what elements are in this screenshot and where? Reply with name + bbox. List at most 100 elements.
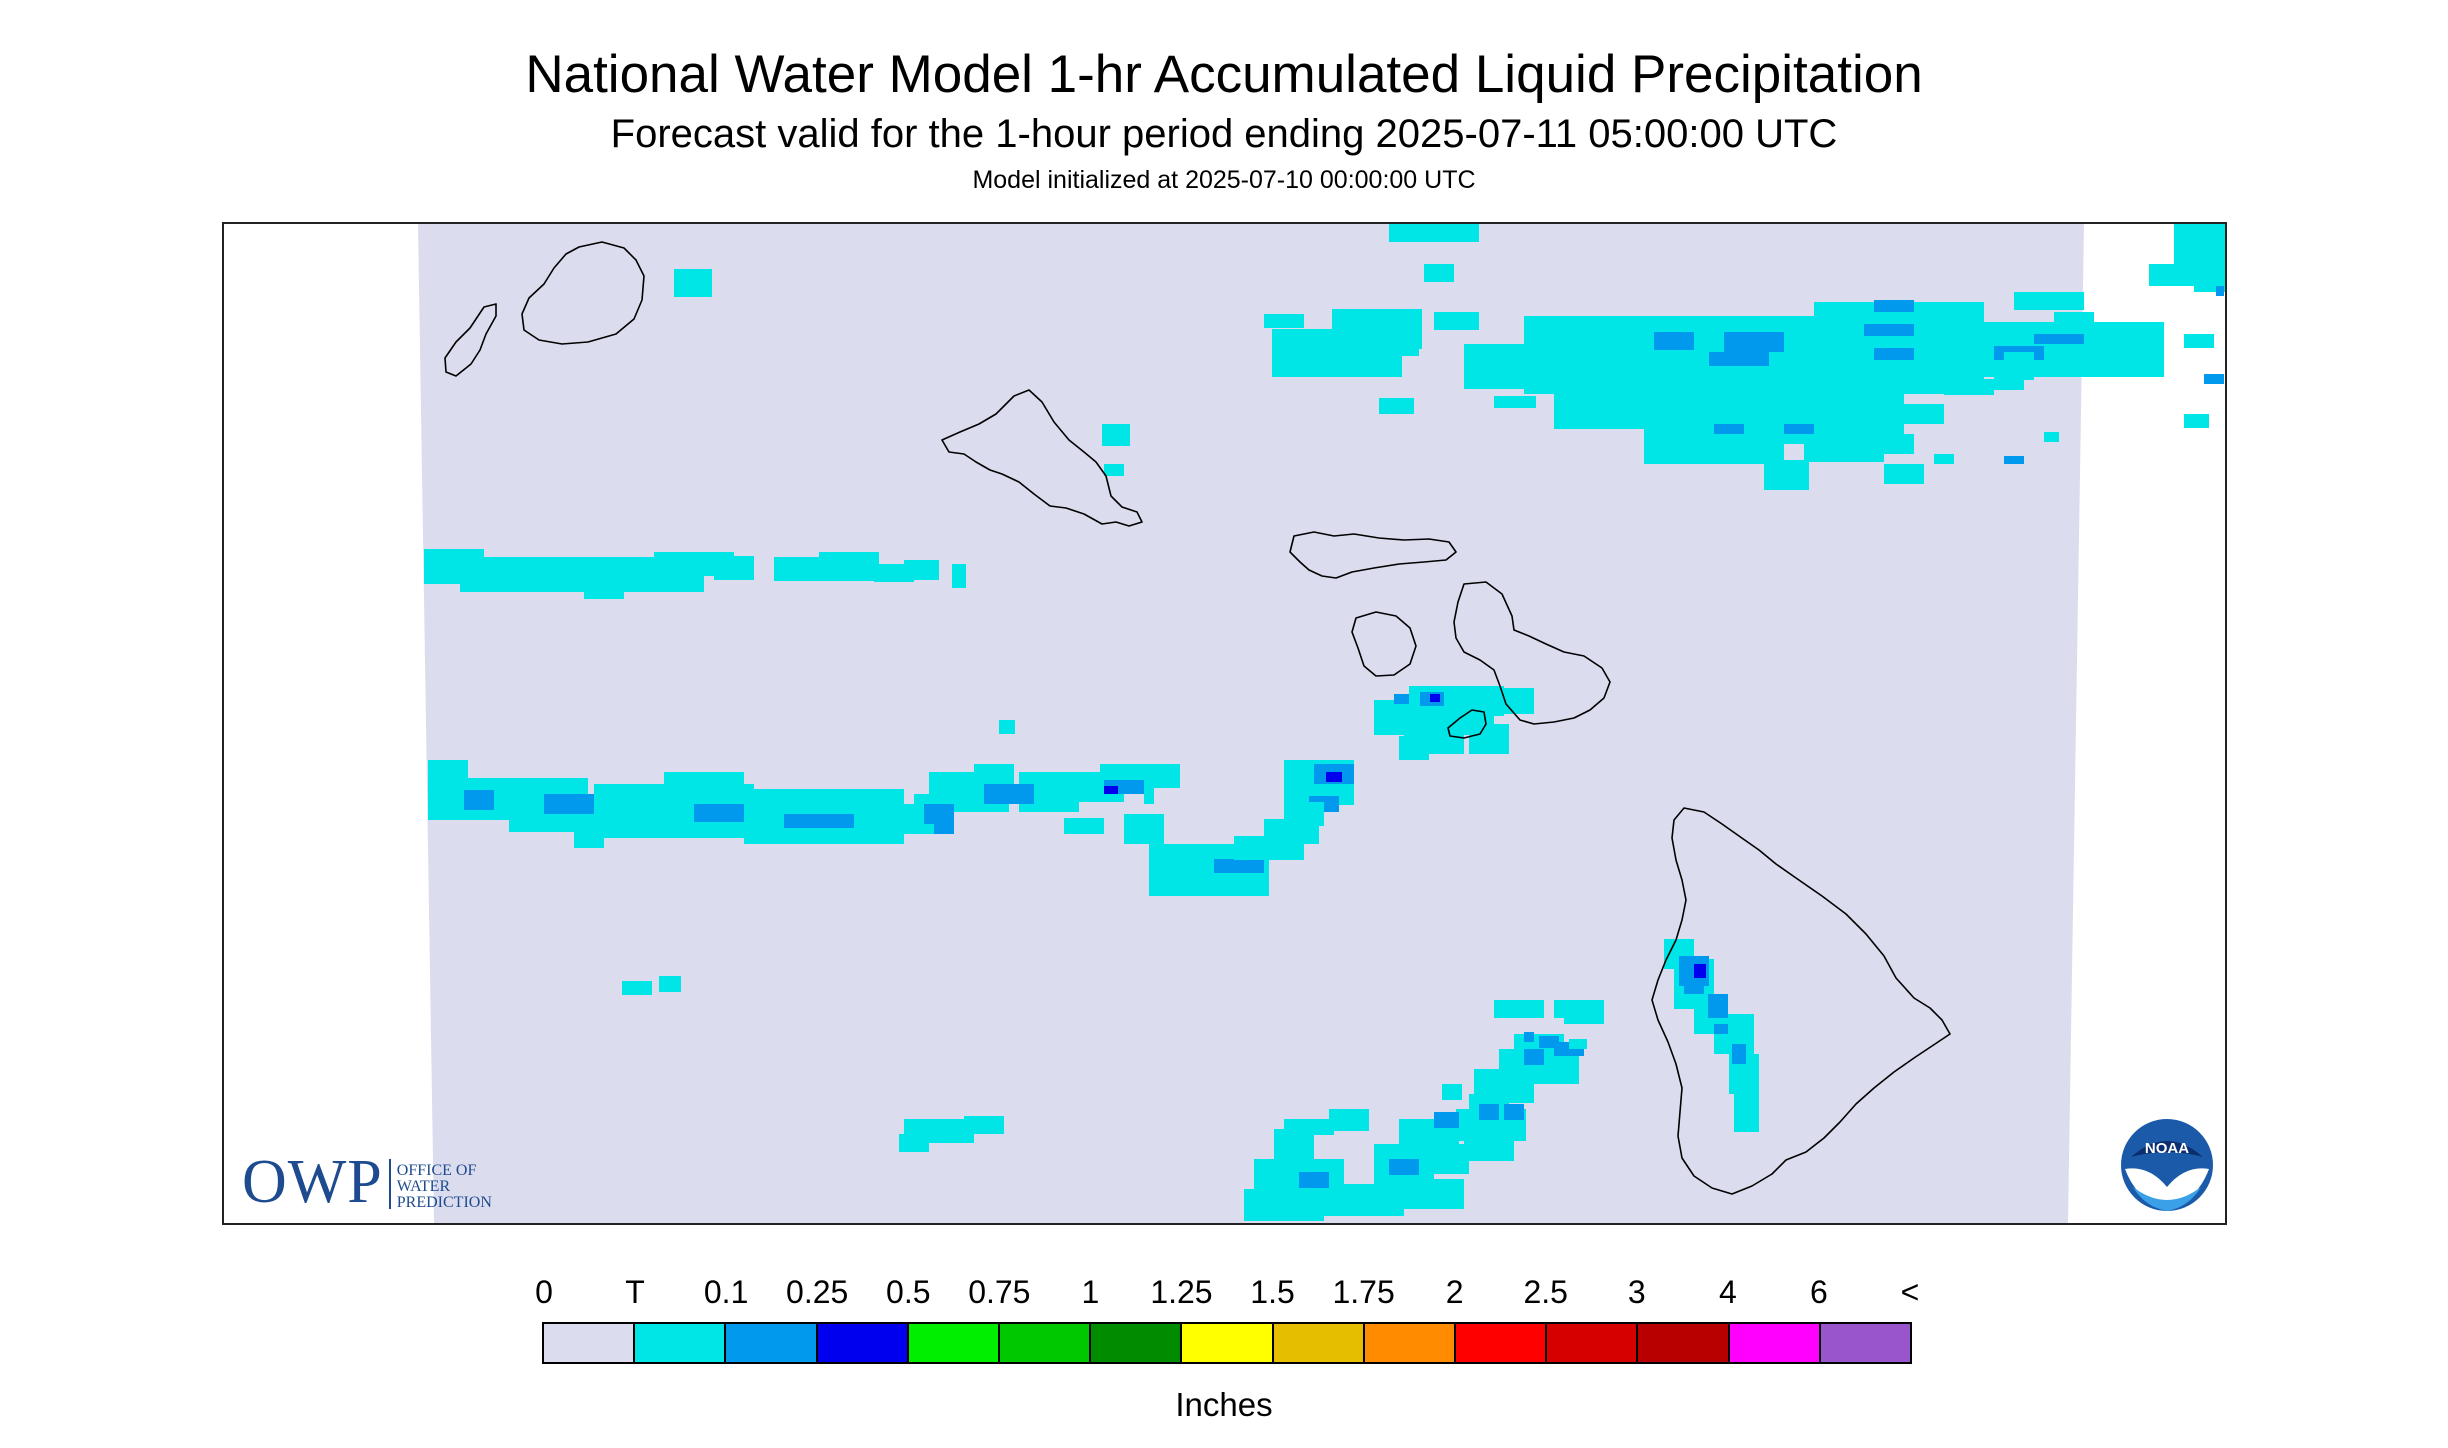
precip-cell (899, 1134, 929, 1152)
legend-label: 1 (1081, 1274, 1100, 1310)
noaa-logo-top (2131, 1141, 2203, 1157)
precip-cell (1389, 224, 1479, 242)
legend-swatch-5 (1000, 1324, 1092, 1362)
precip-cell (904, 560, 939, 580)
coastlines (444, 241, 1951, 1195)
precip-cell (1594, 364, 1694, 378)
legend-swatch-13 (1729, 1324, 1821, 1362)
precip-cell (1399, 344, 1419, 356)
precip-cell (1434, 1112, 1459, 1128)
precip-cell (1064, 818, 1104, 834)
precip-cell (2044, 432, 2059, 442)
precip-cell (1394, 694, 1414, 704)
precip-cell (1424, 264, 1454, 282)
precip-cell (1784, 424, 1814, 434)
legend-labels: 0 T 0.1 0.25 0.5 0.75 1 1.25 1.5 1.75 2 2.5 3 4 6 < (0, 1274, 2448, 1314)
precip-cell (1884, 464, 1924, 484)
precip-cell (924, 804, 954, 824)
legend-swatch-11 (1547, 1324, 1639, 1362)
coastline-hawaii (1651, 807, 1951, 1195)
legend-swatch-2 (726, 1324, 818, 1362)
legend-label: 0.1 (703, 1274, 749, 1310)
precip-cell (574, 824, 604, 848)
precip-cell (622, 981, 652, 995)
owp-logo-text: OFFICE OF WATER PREDICTION (396, 1162, 492, 1211)
legend-swatch-1 (635, 1324, 727, 1362)
precip-cell (1389, 1159, 1419, 1175)
legend-swatch-14 (1820, 1324, 1911, 1362)
coastline-oahu (941, 389, 1143, 527)
precip-cell (1494, 688, 1534, 714)
legend-swatch-4 (908, 1324, 1001, 1362)
precip-cell (1104, 786, 1118, 794)
precip-cell (964, 1116, 1004, 1134)
precip-cell (2054, 312, 2094, 326)
legend-swatch-9 (1364, 1324, 1457, 1362)
legend-swatch-0 (544, 1324, 636, 1362)
precip-cell (1399, 736, 1429, 760)
legend-swatch-6 (1091, 1324, 1183, 1362)
legend-label: 0.25 (786, 1274, 849, 1310)
legend-label: 0.75 (968, 1274, 1031, 1310)
precip-cell (659, 976, 681, 992)
precip-cell (1569, 1039, 1587, 1049)
precip-cell (2216, 286, 2224, 296)
precip-cell (1284, 802, 1324, 826)
precip-cell (714, 556, 754, 580)
legend-label: T (625, 1274, 645, 1310)
precip-cell (1734, 1094, 1759, 1132)
owp-logo-letters: OWP (242, 1148, 383, 1216)
model-domain (418, 224, 2084, 1223)
map-title: National Water Model 1-hr Accumulated Li… (525, 45, 1923, 104)
coastline-kauai (521, 241, 645, 345)
precip-cell (1714, 434, 1784, 464)
legend-label: < (1900, 1274, 1920, 1310)
precip-cell (1864, 324, 1914, 336)
precip-cell (1479, 1104, 1499, 1120)
precip-cell (1494, 1000, 1544, 1018)
precip-cell (1299, 824, 1319, 844)
precip-cell (1732, 1044, 1746, 1064)
precip-cell (1944, 379, 1994, 395)
legend-label: 6 (1810, 1274, 1828, 1310)
precip-cell (464, 790, 494, 810)
precip-cell (1874, 348, 1914, 360)
precip-cell (1504, 1104, 1524, 1120)
legend-label: 1.75 (1332, 1274, 1395, 1310)
legend-label: 0.5 (886, 1274, 931, 1310)
precipitation-map: OWP OFFICE OF WATER PREDICTION NOAA (222, 222, 2227, 1225)
precip-cell (1284, 1119, 1334, 1135)
coastline-lanai (1351, 611, 1417, 677)
precip-cell (819, 552, 879, 574)
legend-swatch-7 (1182, 1324, 1274, 1362)
precip-cell (2184, 414, 2209, 428)
legend-color-bar (542, 1322, 1912, 1364)
legend-label: 1.5 (1250, 1274, 1295, 1310)
map-canvas (418, 224, 2225, 1223)
legend-swatch-12 (1638, 1324, 1730, 1362)
noaa-logo-wave (2133, 1187, 2201, 1211)
precip-cell (1714, 424, 1744, 434)
owp-logo: OWP OFFICE OF WATER PREDICTION (242, 1151, 492, 1213)
legend-label: 2.5 (1523, 1274, 1568, 1310)
precip-cell (1326, 772, 1342, 782)
legend-label: 2 (1445, 1274, 1464, 1310)
precip-cell (1104, 464, 1124, 476)
precip-cell (734, 824, 784, 838)
precip-cell (1102, 424, 1130, 446)
precip-cell (1708, 994, 1728, 1018)
precip-cell (1524, 1049, 1544, 1065)
precip-cell (664, 772, 744, 798)
precip-cell (1379, 398, 1414, 414)
precip-cell (1494, 396, 1536, 408)
precip-cell (1709, 352, 1769, 366)
precip-cell (1299, 1172, 1329, 1188)
map-subtitle: Forecast valid for the 1-hour period end… (610, 112, 1838, 156)
legend-label: 0 (535, 1274, 553, 1310)
precip-cell (1764, 460, 1809, 490)
precip-cell (1214, 859, 1264, 873)
precip-cell (952, 564, 966, 588)
precip-cell (2004, 456, 2024, 464)
precip-cell (1442, 1084, 1462, 1100)
precip-cell (674, 269, 712, 297)
